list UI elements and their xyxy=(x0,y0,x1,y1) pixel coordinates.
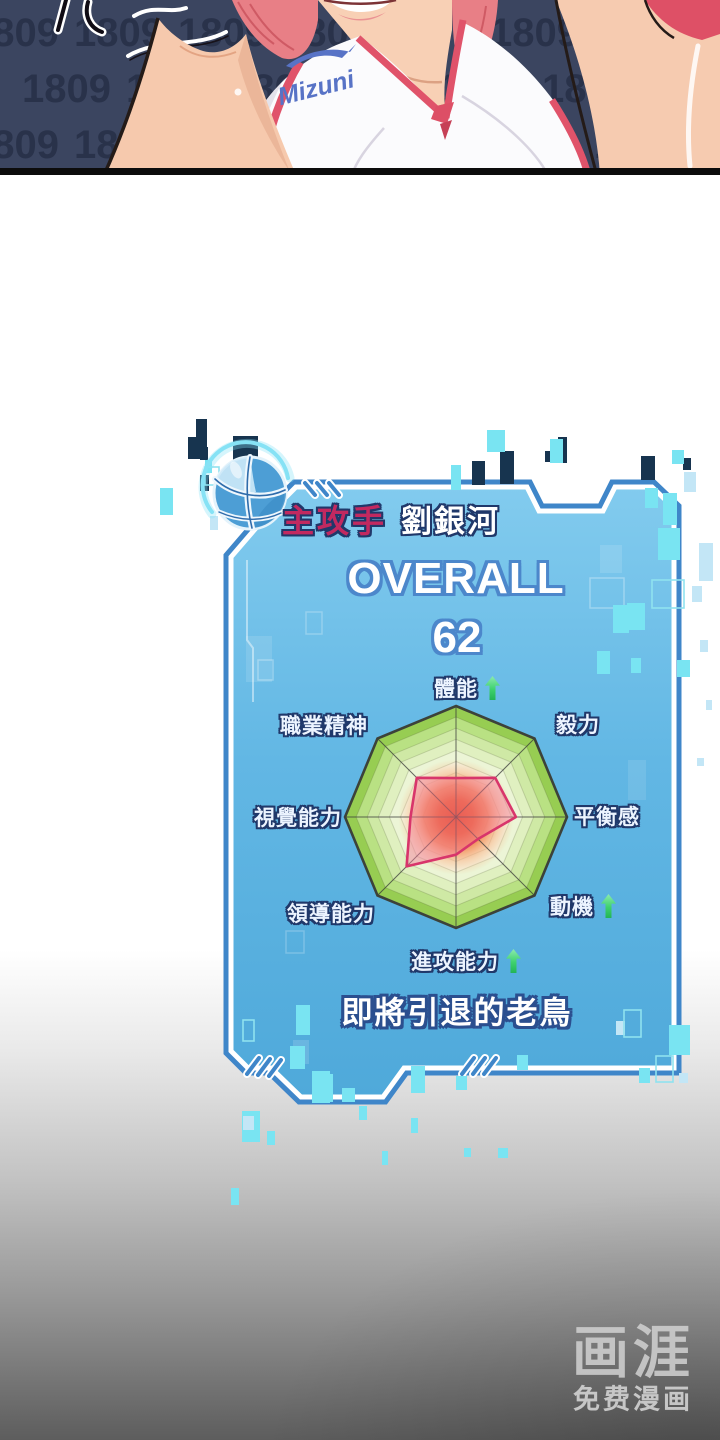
axis-label-text: 領導能力 xyxy=(287,903,375,926)
up-arrow-icon xyxy=(601,894,616,918)
radar-label-grit: 毅力 xyxy=(556,709,600,739)
radar-chart xyxy=(343,704,569,930)
volleyball-icon xyxy=(198,438,295,531)
axis-label-text: 職業精神 xyxy=(280,715,368,738)
radar-label-attack: 進攻能力 xyxy=(411,946,521,976)
card-caption: 即將引退的老鳥 xyxy=(341,995,573,1031)
platform-logo: 画涯 xyxy=(572,1321,694,1385)
axis-label-text: 進攻能力 xyxy=(411,951,499,974)
collar-ribbon xyxy=(431,102,454,124)
up-arrow-icon xyxy=(485,676,500,700)
axis-label-text: 動機 xyxy=(550,896,594,919)
platform-tagline: 免费漫画 xyxy=(573,1384,693,1415)
svg-text:1809: 1809 xyxy=(0,11,59,55)
radar-label-leadership: 領導能力 xyxy=(287,898,375,928)
radar-label-motivation: 動機 xyxy=(550,891,616,921)
card-decor xyxy=(246,545,646,1064)
svg-text:1809: 1809 xyxy=(22,67,111,111)
player-role: 主攻手 xyxy=(282,503,388,539)
radar-label-vision: 視覺能力 xyxy=(254,802,342,832)
axis-label-text: 視覺能力 xyxy=(254,807,342,830)
player-name: 劉銀河 xyxy=(401,504,501,539)
collar-piping-left xyxy=(355,35,445,117)
up-arrow-icon xyxy=(506,949,521,973)
overall-label: OVERALL xyxy=(347,554,565,603)
right-arm xyxy=(554,0,720,175)
axis-label-text: 平衡感 xyxy=(574,806,640,829)
overall-value: 62 xyxy=(432,613,482,662)
card-header: 主攻手 劉銀河 xyxy=(282,496,500,542)
svg-text:1809: 1809 xyxy=(0,123,59,167)
comic-panel: 1809180918091809180918091809180918091809… xyxy=(0,0,720,175)
sweat-drop xyxy=(234,88,242,96)
jersey-logo-swoosh-icon xyxy=(286,44,356,68)
border-slashes xyxy=(243,479,500,1080)
radar-label-stamina: 體能 xyxy=(434,673,500,703)
glitch-pixels xyxy=(160,419,713,1205)
panel-border xyxy=(0,168,720,175)
axis-label-text: 體能 xyxy=(434,678,478,701)
axis-label-text: 毅力 xyxy=(556,714,600,737)
radar-label-balance: 平衡感 xyxy=(574,801,640,831)
radar-label-professionalism: 職業精神 xyxy=(280,710,368,740)
left-arm xyxy=(102,17,296,175)
